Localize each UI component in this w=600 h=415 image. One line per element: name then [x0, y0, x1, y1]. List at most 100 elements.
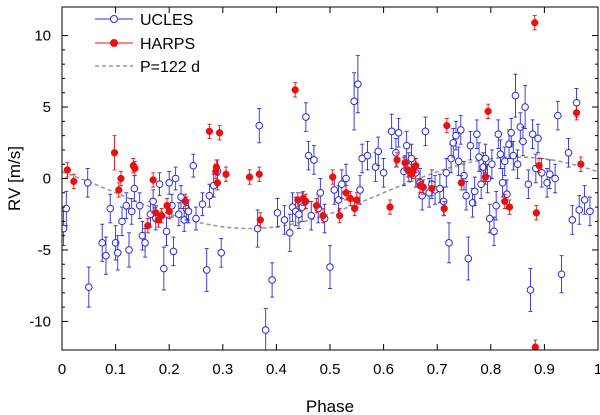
ucles-marker [507, 128, 515, 137]
ucles-point [268, 262, 276, 298]
harps-marker [335, 212, 344, 220]
harps-marker [312, 202, 321, 210]
ucles-point [302, 102, 310, 132]
harps-point [63, 162, 72, 178]
ucles-marker [113, 249, 122, 257]
ucles-point [141, 228, 149, 258]
legend-entry-ucles: UCLES [95, 12, 193, 29]
harps-point [443, 118, 451, 134]
harps-marker [531, 343, 539, 350]
ucles-point [387, 113, 396, 149]
ucles-marker [462, 191, 470, 200]
ucles-point [516, 112, 525, 142]
ucles-marker [255, 121, 264, 130]
ucles-marker [545, 170, 554, 179]
ucles-marker [334, 196, 343, 204]
ucles-point [545, 159, 554, 189]
ucles-marker [442, 168, 451, 177]
ucles-point [509, 140, 518, 171]
ucles-marker [379, 168, 388, 177]
ucles-point [481, 143, 490, 174]
harps-marker [256, 216, 264, 224]
harps-marker [255, 170, 263, 178]
ucles-marker [286, 229, 294, 237]
ucles-marker [127, 207, 136, 216]
harps-marker [393, 156, 401, 164]
ucles-marker [496, 150, 505, 159]
ucles-marker [498, 178, 507, 187]
ucles-point [304, 140, 313, 171]
legend-entry-period: P=122 d [95, 59, 200, 76]
ucles-marker [162, 227, 171, 236]
harps-point [312, 198, 321, 214]
harps-marker [342, 189, 350, 197]
harps-point [419, 179, 427, 195]
ucles-point [155, 172, 164, 197]
ucles-marker [177, 193, 185, 201]
ucles-point [464, 236, 473, 281]
ucles-marker [205, 191, 214, 200]
ucles-marker [551, 174, 559, 183]
harps-point [531, 339, 539, 350]
harps-point [481, 169, 490, 185]
ucles-marker [356, 186, 364, 194]
ucles-point [85, 266, 93, 308]
legend-harps-marker [110, 39, 118, 47]
ucles-marker [475, 153, 483, 161]
x-tick-label: 0.2 [159, 361, 180, 378]
ucles-point [358, 143, 366, 174]
ucles-marker [500, 157, 509, 166]
ucles-point [326, 245, 334, 289]
harps-point [484, 103, 492, 119]
ucles-point [557, 255, 566, 294]
ucles-point [122, 192, 131, 219]
harps-point [412, 158, 420, 174]
ucles-marker [171, 174, 180, 183]
ucles-point [526, 268, 535, 312]
y-axis-title: RV [m/s] [5, 146, 24, 211]
ucles-marker [304, 151, 313, 160]
ucles-marker [454, 157, 463, 166]
ucles-marker [307, 211, 316, 220]
ucles-point [280, 205, 289, 235]
ucles-point [564, 138, 573, 168]
ucles-series [62, 55, 594, 350]
harps-point [181, 193, 189, 209]
harps-point [255, 166, 263, 182]
harps-marker [419, 183, 427, 191]
harps-marker [535, 161, 543, 170]
ucles-marker [165, 178, 173, 187]
harps-marker [158, 212, 166, 220]
ucles-point [354, 55, 362, 114]
ucles-point [149, 189, 157, 214]
ucles-point [255, 108, 264, 144]
x-tick-label: 0.1 [105, 361, 126, 378]
ucles-point [534, 123, 542, 154]
harps-marker [481, 173, 490, 181]
ucles-marker [464, 254, 473, 263]
ucles-point [337, 169, 346, 199]
harps-point [115, 182, 123, 198]
harps-point [222, 166, 230, 182]
ucles-marker [452, 131, 460, 140]
ucles-marker [169, 247, 178, 256]
ucles-marker [354, 80, 362, 88]
ucles-marker [490, 227, 498, 236]
harps-marker [63, 166, 72, 174]
x-tick-label: 0.7 [427, 361, 448, 378]
ucles-marker [302, 113, 310, 121]
ucles-marker [280, 216, 289, 224]
harps-point [335, 208, 344, 224]
ucles-marker [175, 210, 183, 219]
ucles-point [568, 205, 577, 235]
ucles-point [470, 176, 479, 207]
harps-point [329, 169, 337, 185]
harps-point [131, 160, 139, 177]
x-tick-label: 0.9 [534, 361, 555, 378]
harps-point [440, 200, 448, 217]
x-tick-label: 0.6 [373, 361, 394, 378]
ucles-point [125, 232, 133, 268]
ucles-point [498, 168, 507, 198]
ucles-marker [316, 188, 325, 197]
ucles-point [202, 248, 211, 292]
